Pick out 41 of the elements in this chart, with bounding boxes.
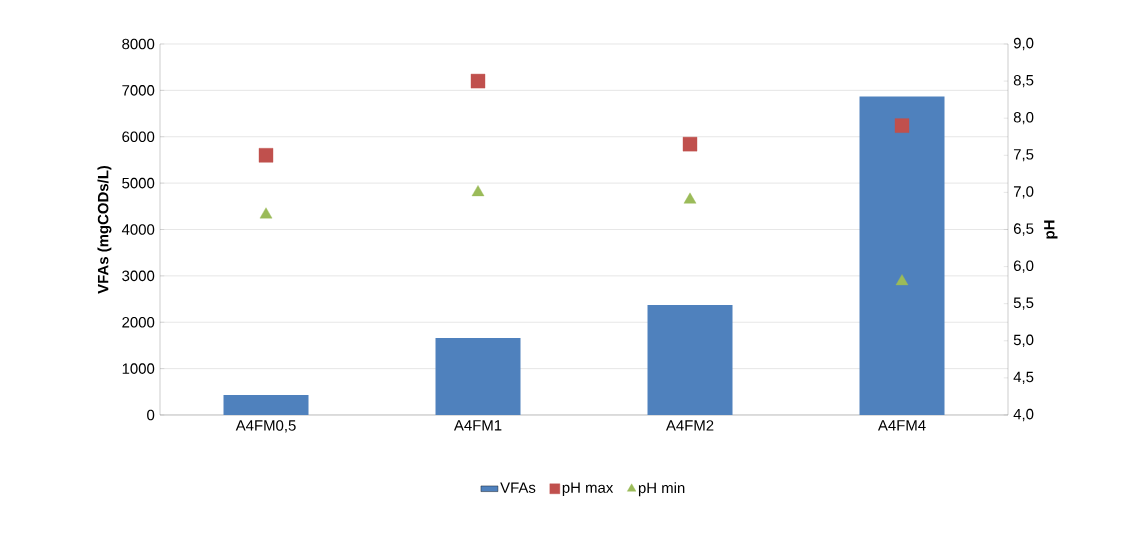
legend-label: pH max (562, 482, 614, 496)
y2-tick-label: 6,5 (1013, 223, 1034, 236)
y-tick-label: 0 (147, 409, 155, 421)
bar (223, 395, 309, 415)
x-tick-label: A4FM2 (665, 420, 714, 431)
point (894, 118, 910, 133)
x-tick-label: A4FM4 (877, 420, 926, 431)
bar (859, 96, 945, 415)
point (470, 73, 486, 89)
point (259, 207, 273, 219)
point (895, 274, 909, 286)
y2-tick-label: 9,0 (1013, 37, 1034, 51)
y-tick-label: 4000 (121, 224, 155, 235)
point (683, 192, 697, 204)
y-tick-label: 6000 (122, 131, 155, 143)
legend-label: VFAs (500, 482, 536, 493)
y2-tick-label: 4,0 (1013, 408, 1034, 422)
y-tick-label: 5000 (122, 177, 155, 189)
y-axis-title: VFAs (mgCODs/L) (97, 165, 112, 294)
bar (435, 338, 521, 415)
y-tick-label: 2000 (122, 316, 155, 328)
y2-tick-label: 4,5 (1013, 371, 1034, 384)
y2-tick-label: 8,5 (1013, 74, 1034, 88)
legend-label: pH min (638, 482, 685, 497)
point (682, 136, 698, 152)
y-tick-label: 8000 (122, 38, 155, 50)
y2-tick-label: 7,0 (1013, 186, 1034, 199)
point (258, 148, 274, 163)
point (471, 185, 485, 197)
x-tick-label: A4FM1 (453, 420, 502, 431)
y2-tick-label: 5,5 (1013, 297, 1034, 310)
y2-tick-label: 8,0 (1013, 112, 1034, 125)
y2-tick-label: 6,0 (1013, 260, 1034, 273)
y-tick-label: 1000 (122, 363, 155, 374)
y2-tick-label: 5,0 (1013, 334, 1034, 347)
y-tick-label: 3000 (122, 270, 155, 282)
y2-tick-label: 7,5 (1013, 149, 1034, 162)
bar (647, 305, 733, 415)
x-tick-label: A4FM0,5 (235, 420, 296, 433)
y-tick-label: 7000 (122, 85, 155, 96)
y2-axis-title: pH (1044, 220, 1058, 239)
